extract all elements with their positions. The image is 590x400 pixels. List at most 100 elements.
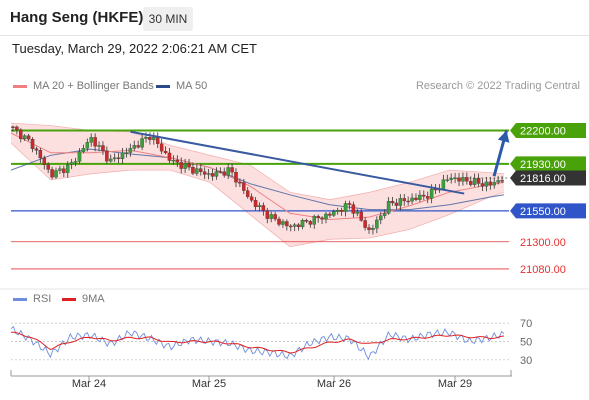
candle-body bbox=[112, 157, 117, 160]
candle bbox=[187, 158, 191, 171]
candle bbox=[19, 128, 23, 143]
candle-body bbox=[199, 168, 203, 172]
rsi-ma9-line bbox=[11, 331, 505, 354]
candle bbox=[484, 177, 489, 192]
candle bbox=[308, 220, 313, 228]
candle bbox=[496, 175, 500, 185]
candle bbox=[159, 138, 164, 155]
candle bbox=[73, 157, 78, 167]
candle bbox=[97, 141, 101, 152]
candle-body bbox=[398, 198, 403, 206]
ma9-label: 9MA bbox=[82, 293, 105, 305]
candle-body bbox=[281, 221, 285, 225]
timeframe-button[interactable]: 30 MIN bbox=[143, 7, 193, 31]
x-tick-label: Mar 29 bbox=[438, 378, 472, 390]
candle-body bbox=[124, 152, 129, 154]
candle bbox=[461, 172, 465, 186]
candle bbox=[285, 219, 289, 231]
candle bbox=[69, 158, 74, 170]
candle-body bbox=[69, 162, 74, 165]
candle bbox=[398, 194, 403, 211]
ma50-line bbox=[10, 148, 505, 211]
candle-body bbox=[152, 137, 156, 140]
price-label-21550: 21550.00 bbox=[510, 203, 586, 219]
candle bbox=[324, 212, 328, 224]
candle bbox=[26, 133, 31, 142]
candle-body bbox=[50, 169, 54, 178]
candle-body bbox=[390, 200, 395, 204]
instrument-title: Hang Seng (HKFE) bbox=[10, 9, 144, 26]
candle bbox=[292, 222, 297, 232]
candle bbox=[480, 178, 485, 191]
research-credit: Research © 2022 Trading Central bbox=[415, 80, 580, 92]
candle-body bbox=[11, 126, 15, 128]
candle-body bbox=[242, 182, 246, 191]
candle bbox=[414, 193, 418, 202]
candle-body bbox=[406, 200, 410, 203]
candle bbox=[38, 147, 43, 163]
candle-body bbox=[277, 218, 281, 225]
candle bbox=[289, 224, 293, 232]
candle-body bbox=[449, 178, 453, 180]
candle bbox=[394, 198, 399, 210]
candle-body bbox=[54, 170, 58, 178]
candle bbox=[406, 196, 410, 206]
candle-body bbox=[230, 167, 234, 173]
candle-body bbox=[308, 221, 313, 225]
candle bbox=[195, 163, 199, 176]
candle-body bbox=[472, 178, 477, 185]
candle-body bbox=[422, 194, 426, 197]
candle bbox=[375, 216, 379, 234]
candle-body bbox=[441, 179, 446, 190]
candle-body bbox=[469, 181, 473, 185]
candle bbox=[273, 211, 277, 222]
candle-body bbox=[93, 137, 97, 147]
candle bbox=[65, 161, 70, 178]
candle-body bbox=[476, 178, 481, 184]
candle bbox=[328, 211, 332, 218]
forecast-arrow-head bbox=[497, 130, 510, 143]
rsi-line bbox=[10, 325, 505, 361]
price-label-box bbox=[510, 156, 586, 172]
candle-body bbox=[128, 148, 133, 153]
candle bbox=[191, 162, 195, 176]
candle-body bbox=[261, 205, 266, 211]
candle-body bbox=[89, 137, 93, 143]
candle-body bbox=[26, 135, 31, 140]
candle-body bbox=[58, 168, 62, 171]
candle-body bbox=[375, 219, 379, 229]
candle bbox=[132, 140, 137, 152]
candle-body bbox=[347, 203, 352, 205]
candle-body bbox=[484, 181, 489, 187]
candle-body bbox=[77, 151, 82, 162]
candle-body bbox=[214, 171, 219, 177]
candle bbox=[124, 147, 129, 158]
legend-rsi: RSI bbox=[13, 293, 51, 305]
rsi-label: RSI bbox=[33, 293, 52, 305]
candle bbox=[351, 201, 356, 218]
candle bbox=[179, 157, 183, 174]
candle-body bbox=[500, 180, 504, 182]
candle bbox=[422, 190, 426, 201]
candle-body bbox=[195, 168, 199, 174]
candle bbox=[148, 132, 152, 145]
candle bbox=[390, 197, 395, 206]
candle bbox=[238, 178, 242, 187]
candle bbox=[202, 167, 207, 180]
ma20-label: MA 20 + Bollinger Bands bbox=[33, 80, 154, 92]
price-label-box bbox=[510, 123, 586, 139]
candle bbox=[242, 178, 246, 195]
candle-body bbox=[144, 136, 148, 139]
candle bbox=[371, 224, 375, 235]
candle-body bbox=[265, 210, 270, 219]
candle bbox=[382, 209, 387, 219]
candle-body bbox=[343, 203, 348, 212]
candle-body bbox=[429, 188, 434, 199]
candle-body bbox=[488, 181, 493, 186]
ma20-swatch bbox=[13, 84, 27, 88]
candle-body bbox=[46, 164, 50, 170]
candle-body bbox=[410, 197, 414, 202]
candle-body bbox=[202, 171, 207, 175]
candle bbox=[355, 208, 360, 217]
